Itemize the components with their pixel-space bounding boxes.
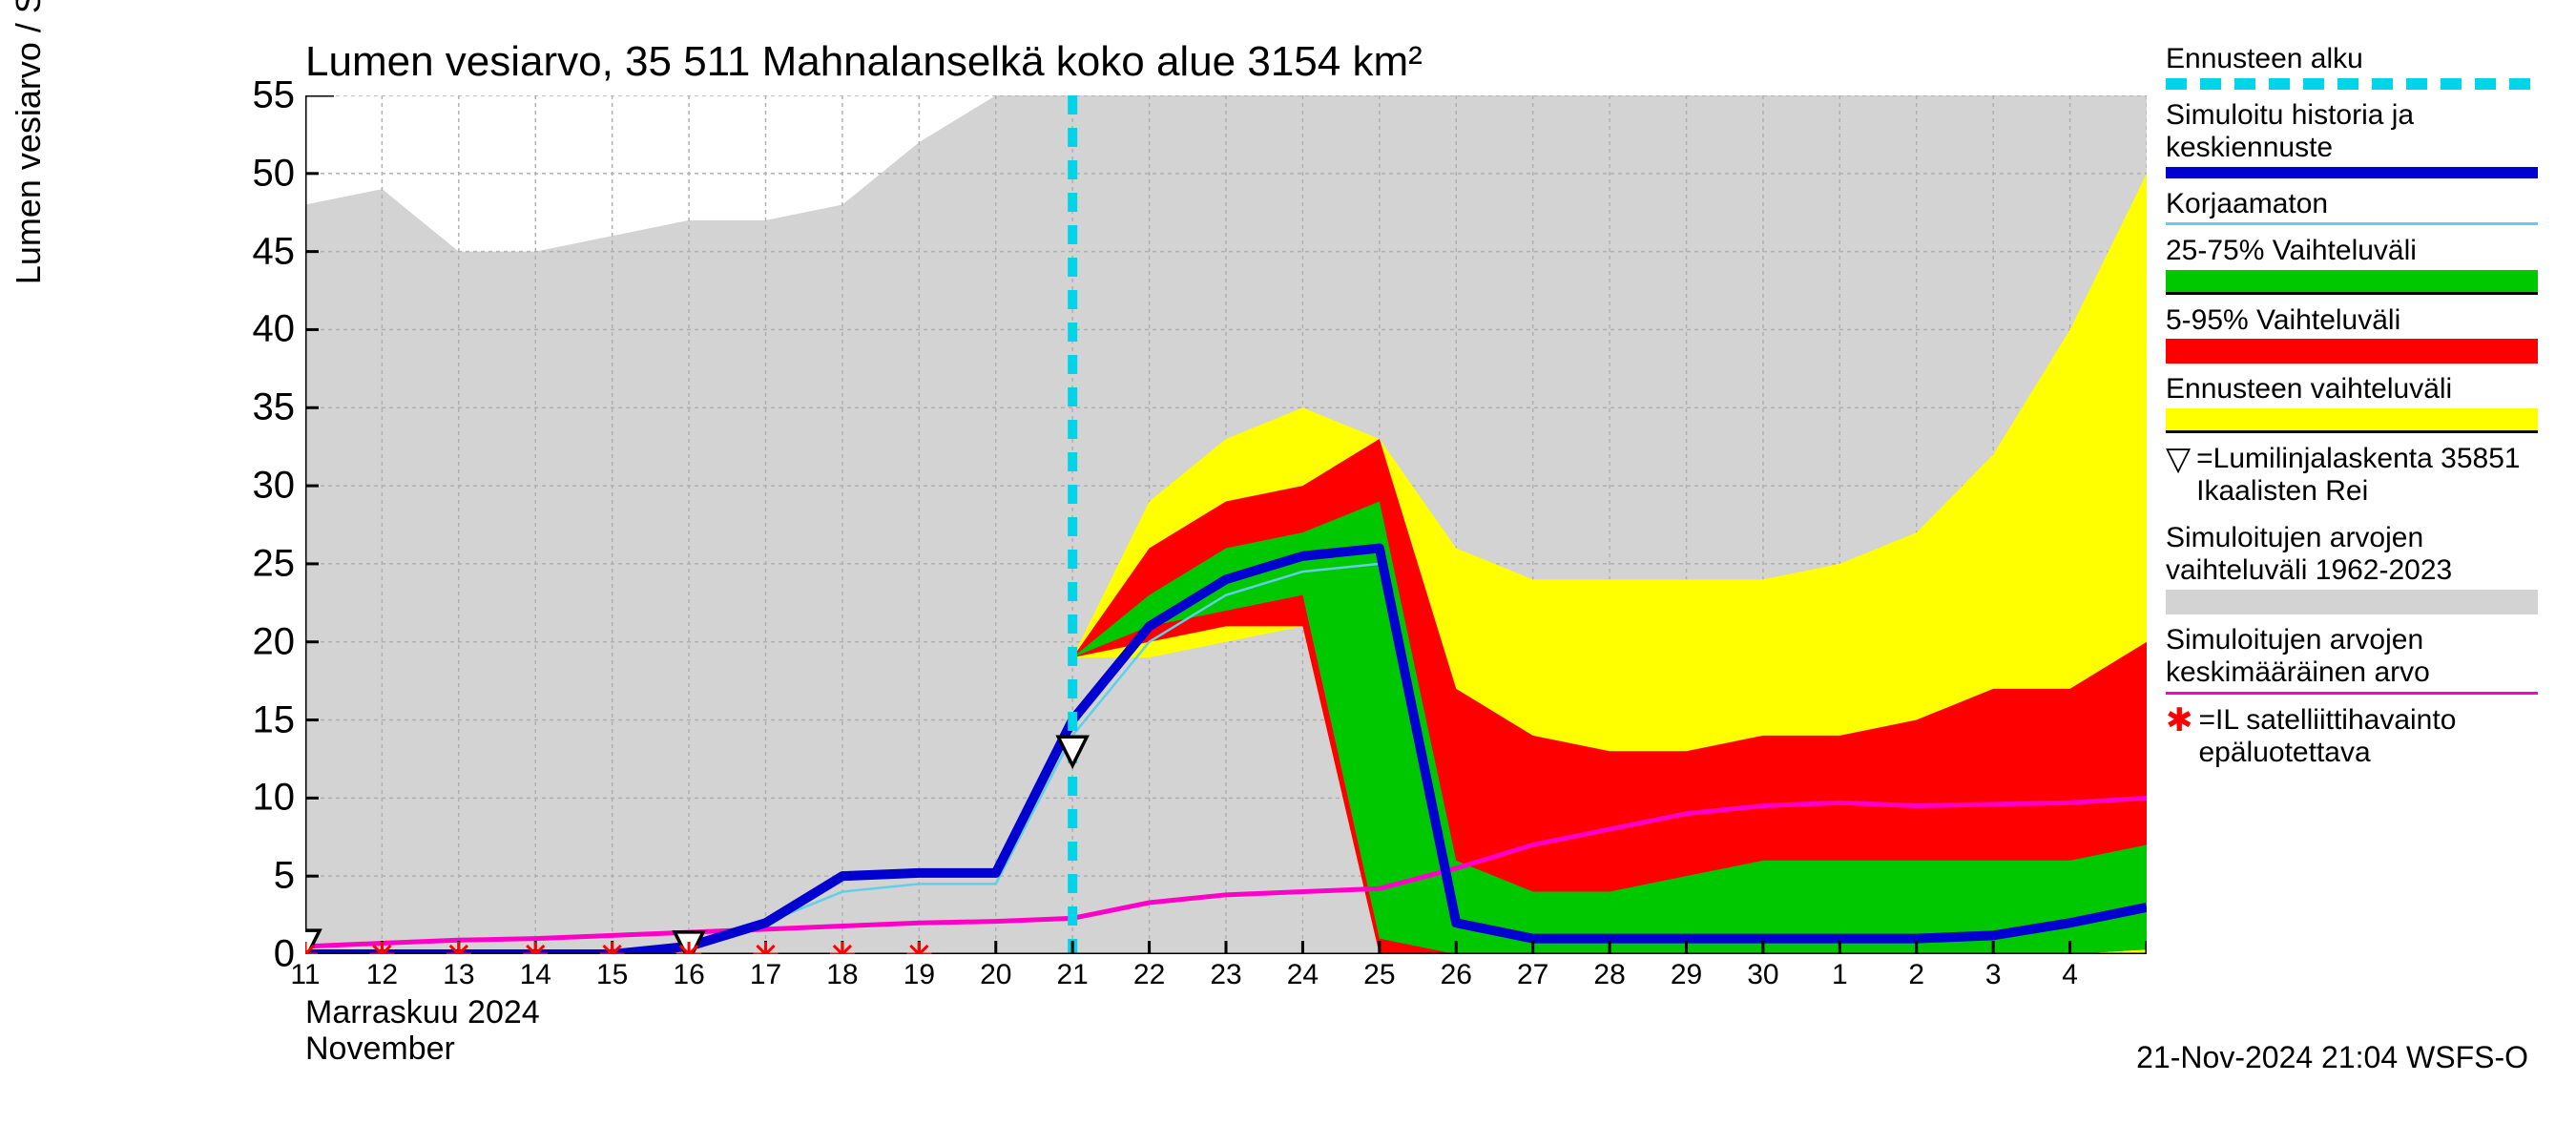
x-tick-label: 24 [1287, 959, 1319, 991]
y-tick-label: 25 [253, 542, 296, 585]
x-tick-label: 2 [1908, 959, 1924, 991]
x-tick-label: 15 [596, 959, 628, 991]
y-axis-label: Lumen vesiarvo / Snow water equiv. mm [9, 0, 49, 284]
legend: Ennusteen alku Simuloitu historia ja kesk… [2166, 43, 2547, 783]
legend-swatch [2166, 222, 2538, 225]
y-tick-label: 30 [253, 465, 296, 508]
x-tick-label: 16 [673, 959, 704, 991]
x-tick-label: 30 [1747, 959, 1778, 991]
x-tick-label: 21 [1056, 959, 1088, 991]
y-tick-label: 50 [253, 152, 296, 195]
x-tick-label: 12 [366, 959, 398, 991]
legend-swatch [2166, 167, 2538, 178]
triangle-down-icon: ▽ [2166, 443, 2191, 475]
legend-swatch [2166, 590, 2538, 614]
legend-swatch [2166, 339, 2538, 364]
x-tick-label: 26 [1441, 959, 1472, 991]
asterisk-icon: ✱ [2166, 704, 2193, 737]
legend-swatch [2166, 270, 2538, 295]
legend-item: Ennusteen alku [2166, 43, 2547, 90]
legend-item: Simuloitu historia ja keskiennuste [2166, 99, 2547, 178]
legend-item: ✱=IL satelliittihavainto epäluotettava [2166, 704, 2547, 780]
legend-label: 25-75% Vaihteluväli [2166, 235, 2547, 268]
y-tick-label: 45 [253, 230, 296, 273]
legend-item: Simuloitujen arvojen keskimääräinen arvo [2166, 624, 2547, 695]
y-axis-ticks: 0510152025303540455055 [172, 95, 296, 954]
x-tick-label: 19 [904, 959, 935, 991]
plot-svg [305, 95, 2147, 954]
x-tick-label: 3 [1985, 959, 2002, 991]
legend-label: Korjaamaton [2166, 188, 2547, 221]
plot-area [305, 95, 2147, 954]
legend-label: Ennusteen alku [2166, 43, 2547, 76]
legend-label: Simuloitujen arvojen vaihteluväli 1962-2… [2166, 522, 2547, 588]
legend-item: Ennusteen vaihteluväli [2166, 373, 2547, 433]
legend-swatch [2166, 692, 2538, 695]
x-month-label-en: November [305, 1030, 455, 1068]
legend-swatch [2166, 78, 2538, 90]
x-tick-label: 18 [826, 959, 858, 991]
legend-item: Korjaamaton [2166, 188, 2547, 226]
x-month-label-fi: Marraskuu 2024 [305, 994, 540, 1031]
x-tick-label: 14 [520, 959, 551, 991]
y-tick-label: 10 [253, 777, 296, 820]
x-tick-label: 27 [1517, 959, 1548, 991]
y-tick-label: 15 [253, 698, 296, 741]
x-tick-label: 29 [1671, 959, 1702, 991]
x-tick-label: 11 [290, 959, 320, 991]
x-tick-label: 4 [2062, 959, 2078, 991]
legend-label: 5-95% Vaihteluväli [2166, 304, 2547, 338]
legend-item: 25-75% Vaihteluväli [2166, 235, 2547, 295]
y-tick-label: 55 [253, 74, 296, 117]
y-tick-label: 5 [274, 855, 295, 898]
y-tick-label: 40 [253, 308, 296, 351]
timestamp-label: 21-Nov-2024 21:04 WSFS-O [2136, 1040, 2528, 1075]
x-tick-label: 23 [1210, 959, 1241, 991]
chart-container: Lumen vesiarvo / Snow water equiv. mm Lu… [0, 0, 2576, 1145]
legend-item: Simuloitujen arvojen vaihteluväli 1962-2… [2166, 522, 2547, 614]
x-tick-label: 25 [1363, 959, 1395, 991]
x-tick-label: 22 [1133, 959, 1165, 991]
x-tick-label: 17 [750, 959, 781, 991]
legend-swatch [2166, 408, 2538, 433]
x-tick-label: 13 [443, 959, 474, 991]
chart-title: Lumen vesiarvo, 35 511 Mahnalanselkä kok… [305, 38, 1423, 86]
x-tick-label: 1 [1832, 959, 1848, 991]
legend-label: =Lumilinjalaskenta 35851 Ikaalisten Rei [2196, 443, 2547, 509]
x-axis-ticks: 1112131415161718192021222324252627282930… [305, 959, 2147, 997]
x-tick-label: 28 [1593, 959, 1625, 991]
y-tick-label: 35 [253, 386, 296, 429]
legend-item: ▽=Lumilinjalaskenta 35851 Ikaalisten Rei [2166, 443, 2547, 518]
legend-label: Ennusteen vaihteluväli [2166, 373, 2547, 406]
legend-label: Simuloitujen arvojen keskimääräinen arvo [2166, 624, 2547, 690]
x-tick-label: 20 [980, 959, 1011, 991]
y-tick-label: 20 [253, 620, 296, 663]
legend-label: =IL satelliittihavainto epäluotettava [2199, 704, 2548, 770]
legend-item: 5-95% Vaihteluväli [2166, 304, 2547, 364]
legend-label: Simuloitu historia ja keskiennuste [2166, 99, 2547, 165]
